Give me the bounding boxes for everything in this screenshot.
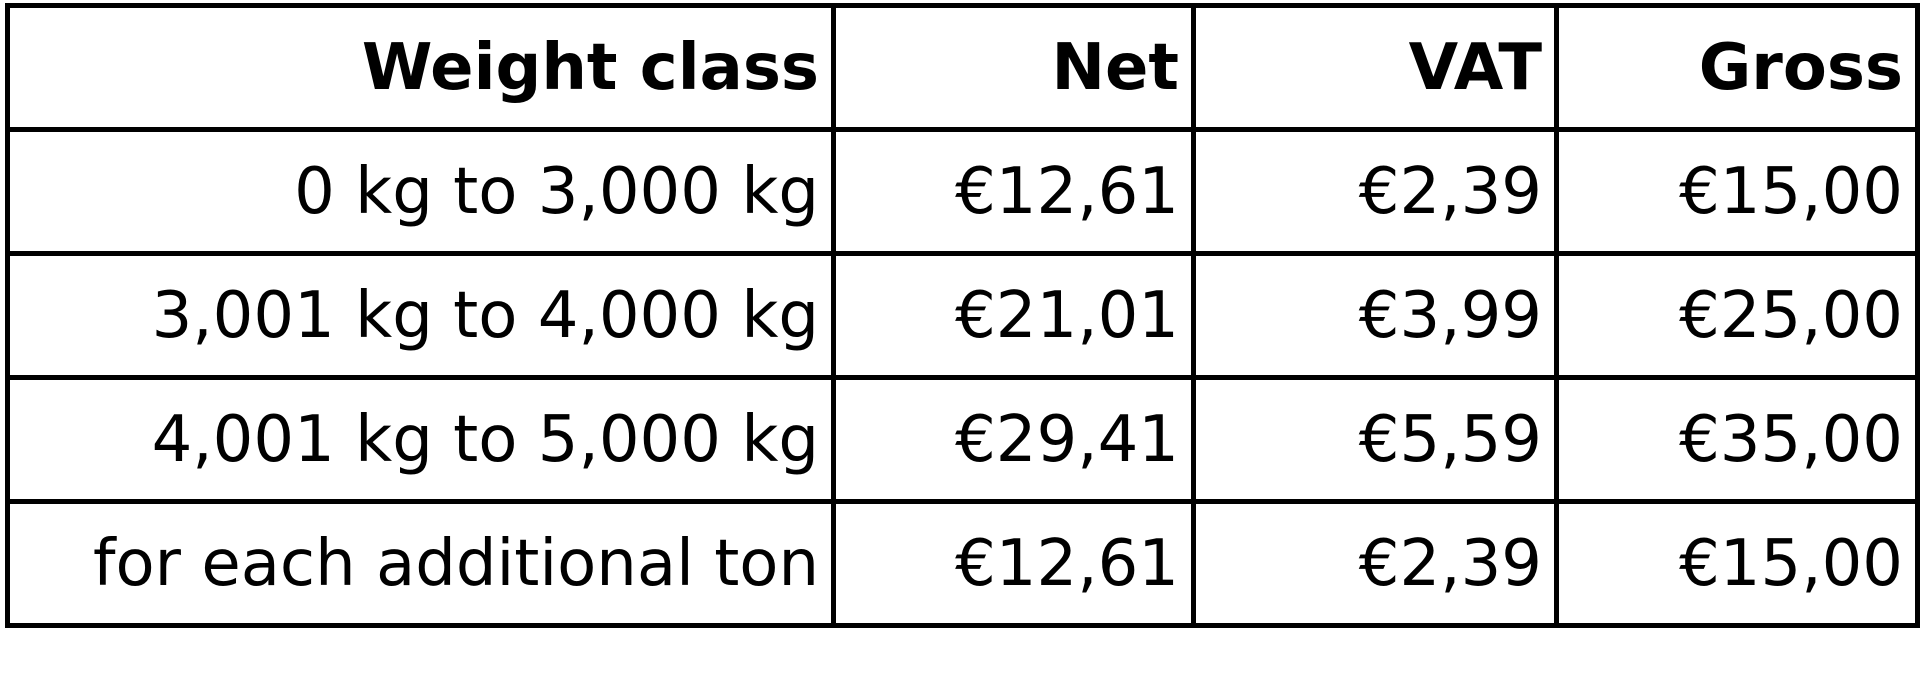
table-row: 0 kg to 3,000 kg €12,61 €2,39 €15,00 — [5, 127, 1920, 256]
table-row: 4,001 kg to 5,000 kg €29,41 €5,59 €35,00 — [5, 375, 1920, 504]
cell-gross: €15,00 — [1554, 127, 1920, 256]
cell-weight-class: 4,001 kg to 5,000 kg — [5, 375, 836, 504]
cell-gross: €25,00 — [1554, 251, 1920, 380]
cell-gross: €15,00 — [1554, 499, 1920, 628]
header-row: Weight class Net VAT Gross — [5, 3, 1920, 132]
cell-net: €12,61 — [831, 127, 1196, 256]
table-row: 3,001 kg to 4,000 kg €21,01 €3,99 €25,00 — [5, 251, 1920, 380]
cell-gross: €35,00 — [1554, 375, 1920, 504]
header-gross: Gross — [1554, 3, 1920, 132]
cell-net: €12,61 — [831, 499, 1196, 628]
cell-weight-class: 3,001 kg to 4,000 kg — [5, 251, 836, 380]
cell-vat: €2,39 — [1191, 499, 1559, 628]
cell-net: €21,01 — [831, 251, 1196, 380]
header-net: Net — [831, 3, 1196, 132]
header-vat: VAT — [1191, 3, 1559, 132]
cell-vat: €3,99 — [1191, 251, 1559, 380]
cell-net: €29,41 — [831, 375, 1196, 504]
cell-vat: €2,39 — [1191, 127, 1559, 256]
table-row: for each additional ton €12,61 €2,39 €15… — [5, 499, 1920, 628]
cell-weight-class: for each additional ton — [5, 499, 836, 628]
cell-weight-class: 0 kg to 3,000 kg — [5, 127, 836, 256]
cell-vat: €5,59 — [1191, 375, 1559, 504]
fee-table: Weight class Net VAT Gross 0 kg to 3,000… — [5, 3, 1920, 628]
header-weight-class: Weight class — [5, 3, 836, 132]
